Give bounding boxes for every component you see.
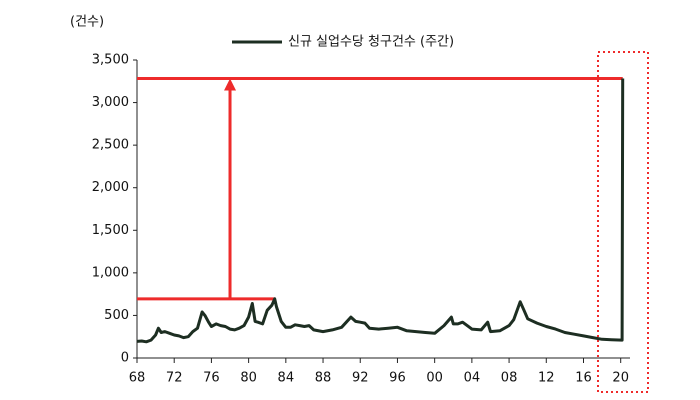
- y-tick-label: 3,000: [92, 95, 129, 110]
- y-tick-label: 3,500: [92, 53, 129, 68]
- x-tick-label: 72: [166, 371, 183, 386]
- x-tick-label: 88: [315, 371, 332, 386]
- y-tick-label: 0: [121, 351, 129, 366]
- arrow-head: [224, 78, 237, 91]
- x-tick-label: 04: [464, 371, 481, 386]
- x-tick-label: 08: [501, 371, 518, 386]
- y-tick-label: 2,000: [92, 180, 129, 195]
- y-tick-label: 2,500: [92, 138, 129, 153]
- x-tick-label: 80: [240, 371, 257, 386]
- x-tick-label: 84: [278, 371, 295, 386]
- y-tick-label: 500: [104, 308, 129, 323]
- y-tick-label: 1,000: [92, 265, 129, 280]
- x-tick-label: 20: [612, 371, 629, 386]
- x-tick-label: 00: [426, 371, 443, 386]
- x-tick-label: 76: [203, 371, 220, 386]
- legend-label: 신규 실업수당 청구건수 (주간): [288, 35, 454, 50]
- x-tick-label: 16: [575, 371, 592, 386]
- x-tick-label: 92: [352, 371, 369, 386]
- y-tick-label: 1,500: [92, 223, 129, 238]
- x-tick-label: 12: [538, 371, 555, 386]
- x-tick-label: 96: [389, 371, 406, 386]
- highlight-box: [597, 51, 649, 393]
- x-tick-label: 68: [129, 371, 146, 386]
- y-axis-label: (건수): [70, 15, 104, 30]
- series-line: [136, 78, 625, 344]
